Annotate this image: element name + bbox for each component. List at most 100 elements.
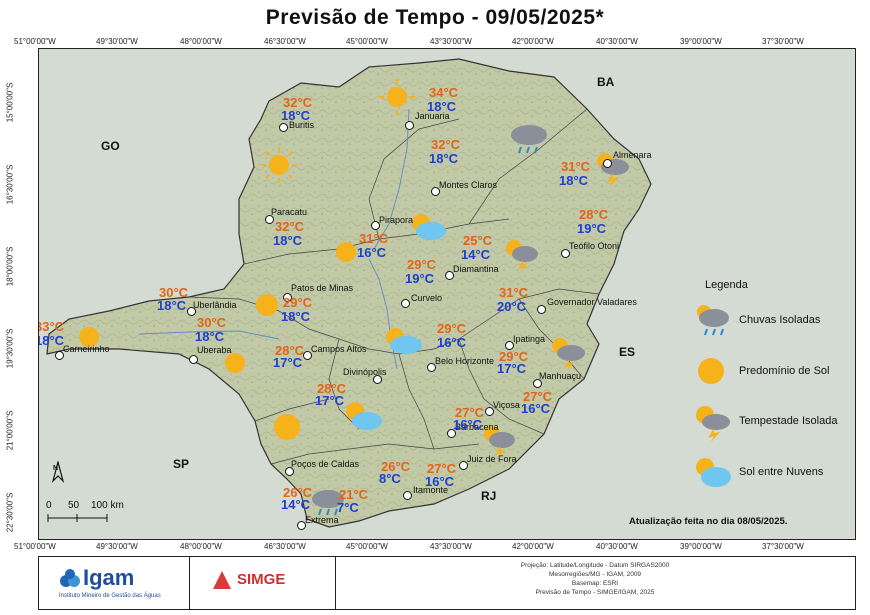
legend-label-sol-entre-nuvens: Sol entre Nuvens [739,466,824,478]
min-temp: 17°C [273,355,303,370]
lat-label: 19°30'00"S [5,328,15,369]
city-marker[interactable] [265,215,274,224]
city-name-patos-de-minas: Patos de Minas [291,283,354,293]
city-marker[interactable] [55,351,64,360]
min-temp: 18°C [195,329,225,344]
min-temp: 14°C [461,247,491,262]
min-temp: 18°C [273,233,303,248]
max-temp: 30°C [159,285,189,300]
max-temp: 30°C [197,315,227,330]
min-temp: 19°C [405,271,435,286]
update-note: Atualização feita no dia 08/05/2025. [629,516,788,527]
city-marker[interactable] [403,491,412,500]
rain-cloud-icon [312,490,344,516]
city-name-pocos-de-caldas: Poços de Caldas [291,459,360,469]
city-marker[interactable] [533,379,542,388]
meta-line: Mesorregiões/MG - IGAM, 2009 [548,571,642,578]
min-temp: 17°C [315,393,345,408]
storm-icon [552,338,585,371]
city-name-pirapora: Pirapora [379,215,414,225]
city-marker[interactable] [603,159,612,168]
lon-label: 43°30'00"W [430,542,472,551]
lon-label: 46°30'00"W [264,542,306,551]
scale-label-0: 0 [46,500,52,511]
city-marker[interactable] [285,467,294,476]
scale-label-100: 100 km [91,500,124,511]
city-marker[interactable] [401,299,410,308]
max-temp: 31°C [499,285,529,300]
igam-logo-box: Igam Instituto Mineiro de Gestão das Águ… [39,557,190,609]
city-name-itamonte: Itamonte [413,485,449,495]
max-temp: 28°C [275,343,305,358]
scale-bar-graphic [47,514,108,522]
city-marker[interactable] [505,341,514,350]
city-marker[interactable] [485,407,494,416]
city-marker[interactable] [303,351,312,360]
city-marker[interactable] [459,461,468,470]
city-marker[interactable] [297,521,306,530]
sun-icon [698,358,724,384]
city-marker[interactable] [447,429,456,438]
sun-cloud-icon [412,214,446,240]
lat-label: 22°30'00"S [5,492,15,533]
lon-label: 48°00'00"W [180,542,222,551]
sun-cloud-icon [696,458,731,487]
max-temp: 21°C [339,487,369,502]
city-name-paracatu: Paracatu [271,207,308,217]
max-temp: 27°C [427,461,457,476]
storm-icon [484,426,515,457]
min-temp: 18°C [281,309,311,324]
north-arrow-icon [51,461,65,483]
map-frame[interactable]: GO BA ES SP RJ Buritis Januaria Almenara… [38,48,856,540]
state-label-sp: SP [173,457,190,471]
city-name-uberlandia: Uberlândia [193,300,237,310]
scale-label-50: 50 [68,500,80,511]
max-temp: 33°C [39,319,65,334]
max-temp: 27°C [523,389,553,404]
sun-cloud-icon [346,402,382,430]
storm-icon [696,406,730,442]
min-temp: 7°C [337,500,359,515]
meta-line: Projeção: Latitude/Longitude - Datum SIR… [520,562,670,569]
max-temp: 26°C [283,485,313,500]
lon-label: 39°00'00"W [680,37,722,46]
meta-line: Basemap: ESRI [571,580,619,587]
state-label-es: ES [619,345,636,359]
max-temp: 31°C [561,159,591,174]
city-marker[interactable] [405,121,414,130]
city-marker[interactable] [427,363,436,372]
rain-cloud-icon [697,305,729,336]
city-marker[interactable] [189,355,198,364]
sun-icon [79,327,99,347]
minas-gerais-region [46,58,652,528]
simge-logo-text: SIMGE [237,571,286,588]
lon-label: 40°30'00"W [596,37,638,46]
max-temp: 28°C [317,381,347,396]
city-marker[interactable] [537,305,546,314]
max-temp: 34°C [429,85,459,100]
max-temp: 29°C [437,321,467,336]
sun-icon [336,242,356,262]
city-name-belo-horizonte: Belo Horizonte [435,356,495,366]
city-name-ipatinga: Ipatinga [513,334,546,344]
city-marker[interactable] [279,123,288,132]
lat-label: 15°00'00"S [5,82,15,123]
city-marker[interactable] [283,293,292,302]
lon-label: 43°30'00"W [430,37,472,46]
city-marker[interactable] [371,221,380,230]
igam-logo-text: Igam [83,565,135,590]
max-temp: 29°C [283,295,313,310]
city-marker[interactable] [445,271,454,280]
min-temp: 17°C [497,361,527,376]
city-marker[interactable] [373,375,382,384]
lon-label: 42°00'00"W [512,542,554,551]
city-name-campos-altos: Campos Altos [311,344,367,354]
city-marker[interactable] [431,187,440,196]
lon-label: 42°00'00"W [512,37,554,46]
max-temp: 31°C [359,231,389,246]
sun-icon [261,147,297,183]
city-marker[interactable] [187,307,196,316]
city-name-uberaba: Uberaba [197,345,232,355]
min-temp: 18°C [429,151,459,166]
city-marker[interactable] [561,249,570,258]
